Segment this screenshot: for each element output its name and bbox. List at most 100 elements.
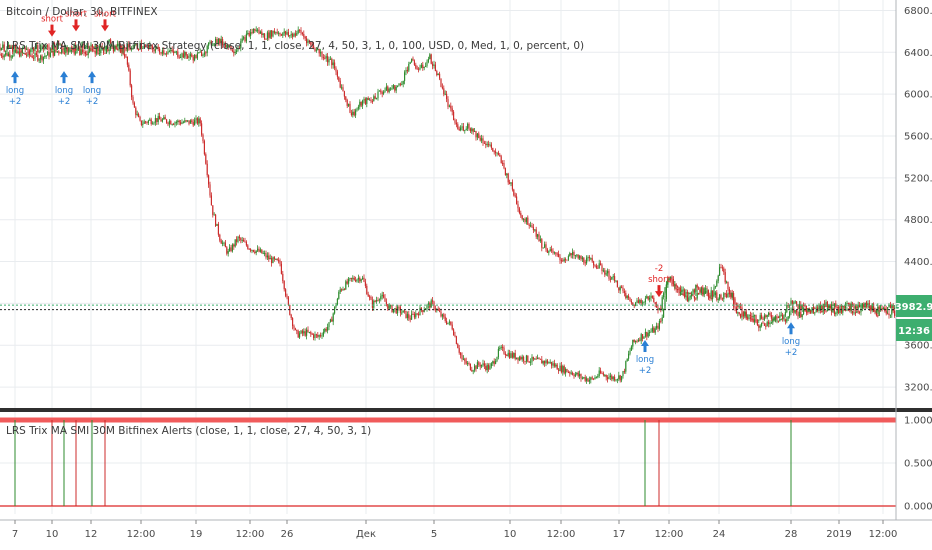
candle-body bbox=[439, 73, 441, 79]
candle-body bbox=[490, 144, 492, 148]
candle-body bbox=[416, 68, 418, 70]
long-qty-label: +2 bbox=[86, 97, 99, 107]
candle-body bbox=[593, 261, 595, 266]
candle-body bbox=[888, 305, 890, 308]
candle-body bbox=[682, 289, 684, 291]
candle-body bbox=[353, 111, 355, 116]
candle-body bbox=[646, 296, 648, 299]
candle-body bbox=[136, 114, 138, 116]
candle-body bbox=[619, 375, 621, 381]
candle-body bbox=[315, 334, 317, 336]
candle-body bbox=[633, 304, 635, 306]
candle-body bbox=[688, 297, 690, 302]
candle-body bbox=[124, 47, 126, 49]
candle-body bbox=[278, 32, 280, 34]
candle-body bbox=[122, 47, 124, 51]
candle-body bbox=[637, 300, 639, 303]
candle-body bbox=[140, 43, 142, 49]
candle-body bbox=[558, 253, 560, 257]
candle-body bbox=[395, 308, 397, 314]
candle-body bbox=[275, 32, 277, 34]
candle-body bbox=[646, 332, 648, 337]
candle-body bbox=[364, 281, 366, 286]
candle-body bbox=[174, 51, 176, 54]
candle-body bbox=[674, 284, 676, 286]
candle-body bbox=[437, 73, 439, 76]
candle-body bbox=[759, 325, 761, 328]
candle-body bbox=[884, 307, 886, 310]
candle-body bbox=[163, 117, 165, 120]
candle-body bbox=[465, 128, 467, 130]
candle-body bbox=[343, 91, 345, 97]
candle-body bbox=[314, 334, 316, 338]
candle-body bbox=[735, 307, 737, 314]
candle-body bbox=[115, 46, 117, 50]
candle-body bbox=[772, 319, 774, 323]
candle-body bbox=[780, 319, 782, 321]
candle-body bbox=[583, 257, 585, 263]
candle-body bbox=[786, 305, 788, 313]
candle-body bbox=[404, 72, 406, 81]
candle-body bbox=[817, 307, 819, 310]
candle-body bbox=[415, 64, 417, 69]
candle-body bbox=[822, 303, 824, 310]
candle-body bbox=[615, 280, 617, 282]
candle-body bbox=[696, 285, 698, 288]
candle-body bbox=[132, 47, 134, 49]
candle-body bbox=[52, 43, 54, 51]
candle-body bbox=[112, 45, 114, 52]
candle-body bbox=[875, 311, 877, 313]
candle-body bbox=[304, 331, 306, 336]
candle-body bbox=[454, 119, 456, 123]
candle-body bbox=[556, 253, 558, 255]
candle-body bbox=[303, 33, 305, 37]
candle-body bbox=[76, 49, 78, 53]
candle-body bbox=[406, 314, 408, 318]
candle-body bbox=[591, 377, 593, 379]
candle-body bbox=[741, 307, 743, 315]
candle-body bbox=[187, 120, 189, 122]
candle-body bbox=[661, 317, 663, 321]
candle-body bbox=[150, 44, 152, 47]
candle-body bbox=[296, 329, 298, 332]
candle-body bbox=[441, 86, 443, 89]
candle-body bbox=[313, 334, 315, 338]
candle-body bbox=[721, 298, 723, 300]
candle-body bbox=[224, 44, 226, 48]
candle-body bbox=[173, 124, 175, 126]
candle-body bbox=[80, 45, 82, 48]
candle-body bbox=[831, 304, 833, 308]
candle-body bbox=[427, 303, 429, 306]
candle-body bbox=[716, 292, 718, 300]
candle-body bbox=[593, 378, 595, 380]
trade-signals: long+2shortlong+2shortlong+2shortlong+2s… bbox=[6, 9, 800, 376]
candle-body bbox=[647, 332, 649, 337]
candle-body bbox=[625, 293, 627, 299]
candle-body bbox=[34, 48, 36, 51]
candle-body bbox=[408, 63, 410, 71]
candle-body bbox=[167, 122, 169, 125]
candle-body bbox=[201, 51, 203, 56]
candle-body bbox=[220, 240, 222, 244]
candle-body bbox=[320, 52, 322, 54]
candle-body bbox=[667, 280, 669, 285]
candle-body bbox=[496, 357, 498, 362]
candle-body bbox=[49, 48, 51, 50]
candle-body bbox=[566, 369, 568, 373]
candle-body bbox=[6, 52, 8, 56]
candle-body bbox=[660, 308, 662, 310]
time-tick-label: 5 bbox=[431, 529, 437, 540]
candle-body bbox=[488, 364, 490, 370]
short-arrow-icon bbox=[655, 285, 663, 298]
candle-body bbox=[44, 47, 46, 50]
time-tick-label: 26 bbox=[281, 529, 294, 540]
candle-body bbox=[216, 38, 218, 44]
candle-body bbox=[615, 379, 617, 381]
candle-body bbox=[892, 305, 894, 309]
candle-body bbox=[644, 332, 646, 337]
candle-body bbox=[492, 361, 494, 364]
candle-body bbox=[138, 48, 140, 50]
candle-body bbox=[422, 64, 424, 69]
candle-body bbox=[262, 253, 264, 255]
